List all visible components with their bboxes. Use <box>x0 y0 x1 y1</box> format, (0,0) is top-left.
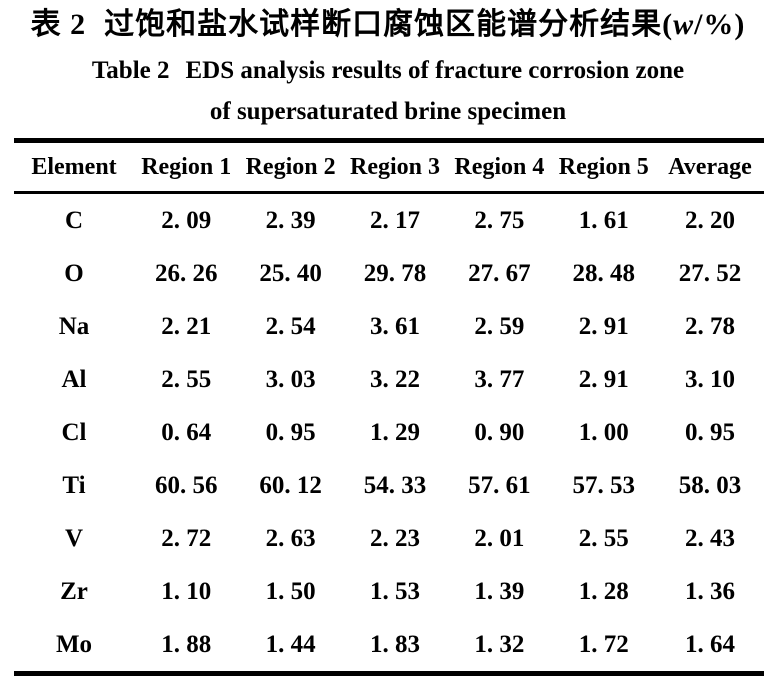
value-cell: 2. 01 <box>474 524 525 552</box>
table-number-zh: 表 2 <box>30 8 87 41</box>
value-cell: 1. 61 <box>578 206 629 234</box>
value-cell: 1. 88 <box>161 630 212 658</box>
element-cell: Zr <box>60 577 88 605</box>
table-number-en: Table 2 <box>91 57 170 84</box>
value-cell: 29. 78 <box>363 259 427 287</box>
value-cell: 1. 39 <box>474 577 525 605</box>
value-cell: 2. 91 <box>578 312 629 340</box>
table-body: C 2. 09 2. 39 2. 17 2. 75 1. 61 2. 20 O … <box>14 194 764 671</box>
table-row: Cl 0. 64 0. 95 1. 29 0. 90 1. 00 0. 95 <box>14 406 764 459</box>
value-cell: 2. 78 <box>685 312 735 340</box>
value-cell: 2. 75 <box>474 206 525 234</box>
value-cell: 1. 10 <box>161 577 212 605</box>
column-header-region1: Region 1 <box>141 153 232 180</box>
value-cell: 27. 67 <box>468 259 531 287</box>
element-cell: Na <box>58 312 90 340</box>
value-cell: 2. 21 <box>161 312 212 340</box>
column-header-element: Element <box>31 153 117 180</box>
value-cell: 3. 03 <box>265 365 316 393</box>
element-cell: Mo <box>55 630 93 658</box>
value-cell: 57. 61 <box>468 471 531 499</box>
table-row: Mo 1. 88 1. 44 1. 83 1. 32 1. 72 1. 64 <box>14 618 764 671</box>
value-cell: 1. 44 <box>265 630 316 658</box>
value-cell: 0. 95 <box>685 418 735 446</box>
value-cell: 26. 26 <box>154 259 218 287</box>
table-title-en: EDS analysis results of fracture corrosi… <box>185 57 685 84</box>
element-cell: V <box>64 524 84 552</box>
table-row: Na 2. 21 2. 54 3. 61 2. 59 2. 91 2. 78 <box>14 300 764 353</box>
value-cell: 2. 55 <box>578 524 629 552</box>
table-title-zh-suffix: /%) <box>694 8 746 41</box>
value-cell: 2. 39 <box>265 206 316 234</box>
column-header-region3: Region 3 <box>349 153 440 180</box>
table-caption-zh: 表 2 过饱和盐水试样断口腐蚀区能谱分析结果(w/%) <box>0 0 776 41</box>
value-cell: 58. 03 <box>678 471 742 499</box>
table-title-en-cont: of supersaturated brine specimen <box>209 97 567 125</box>
value-cell: 1. 83 <box>369 630 420 658</box>
value-cell: 1. 53 <box>369 577 420 605</box>
eds-table: Element Region 1 Region 2 Region 3 Regio… <box>14 138 764 676</box>
table-row: C 2. 09 2. 39 2. 17 2. 75 1. 61 2. 20 <box>14 194 764 247</box>
mass-fraction-symbol: w <box>673 8 695 41</box>
value-cell: 2. 63 <box>265 524 316 552</box>
value-cell: 1. 64 <box>685 630 735 658</box>
value-cell: 2. 17 <box>369 206 420 234</box>
value-cell: 2. 23 <box>369 524 420 552</box>
value-cell: 2. 59 <box>474 312 525 340</box>
value-cell: 3. 22 <box>369 365 420 393</box>
value-cell: 2. 72 <box>161 524 212 552</box>
table-title-zh: 过饱和盐水试样断口腐蚀区能谱分析结果( <box>104 8 674 41</box>
column-header-region4: Region 4 <box>454 153 545 180</box>
value-cell: 0. 95 <box>265 418 316 446</box>
value-cell: 57. 53 <box>572 471 636 499</box>
value-cell: 1. 28 <box>578 577 629 605</box>
table-caption-en-line2: of supersaturated brine specimen <box>0 98 776 126</box>
value-cell: 0. 90 <box>474 418 525 446</box>
element-cell: Cl <box>61 418 87 446</box>
value-cell: 54. 33 <box>363 471 427 499</box>
element-cell: C <box>64 206 84 234</box>
column-header-region2: Region 2 <box>245 153 336 180</box>
element-cell: O <box>64 259 84 287</box>
element-cell: Ti <box>62 471 86 499</box>
value-cell: 0. 64 <box>161 418 212 446</box>
value-cell: 1. 36 <box>685 577 735 605</box>
column-header-region5: Region 5 <box>558 153 649 180</box>
value-cell: 25. 40 <box>259 259 322 287</box>
value-cell: 2. 55 <box>161 365 212 393</box>
value-cell: 1. 29 <box>369 418 420 446</box>
value-cell: 27. 52 <box>678 259 742 287</box>
value-cell: 3. 10 <box>685 365 735 393</box>
value-cell: 60. 56 <box>154 471 218 499</box>
value-cell: 3. 61 <box>369 312 420 340</box>
table-row: Ti 60. 56 60. 12 54. 33 57. 61 57. 53 58… <box>14 459 764 512</box>
value-cell: 1. 32 <box>474 630 525 658</box>
value-cell: 1. 50 <box>265 577 316 605</box>
table-row: O 26. 26 25. 40 29. 78 27. 67 28. 48 27.… <box>14 247 764 300</box>
table-row: Zr 1. 10 1. 50 1. 53 1. 39 1. 28 1. 36 <box>14 565 764 618</box>
value-cell: 2. 20 <box>685 206 735 234</box>
value-cell: 1. 00 <box>578 418 629 446</box>
value-cell: 2. 43 <box>685 524 735 552</box>
table-row: Al 2. 55 3. 03 3. 22 3. 77 2. 91 3. 10 <box>14 353 764 406</box>
table-caption-en-line1: Table 2 EDS analysis results of fracture … <box>0 57 776 85</box>
value-cell: 60. 12 <box>259 471 322 499</box>
element-cell: Al <box>61 365 87 393</box>
table-header-row: Element Region 1 Region 2 Region 3 Regio… <box>14 143 764 194</box>
value-cell: 1. 72 <box>578 630 629 658</box>
column-header-average: Average <box>668 153 752 180</box>
value-cell: 3. 77 <box>474 365 525 393</box>
value-cell: 2. 54 <box>265 312 316 340</box>
value-cell: 2. 09 <box>161 206 212 234</box>
table-row: V 2. 72 2. 63 2. 23 2. 01 2. 55 2. 43 <box>14 512 764 565</box>
value-cell: 28. 48 <box>572 259 636 287</box>
value-cell: 2. 91 <box>578 365 629 393</box>
